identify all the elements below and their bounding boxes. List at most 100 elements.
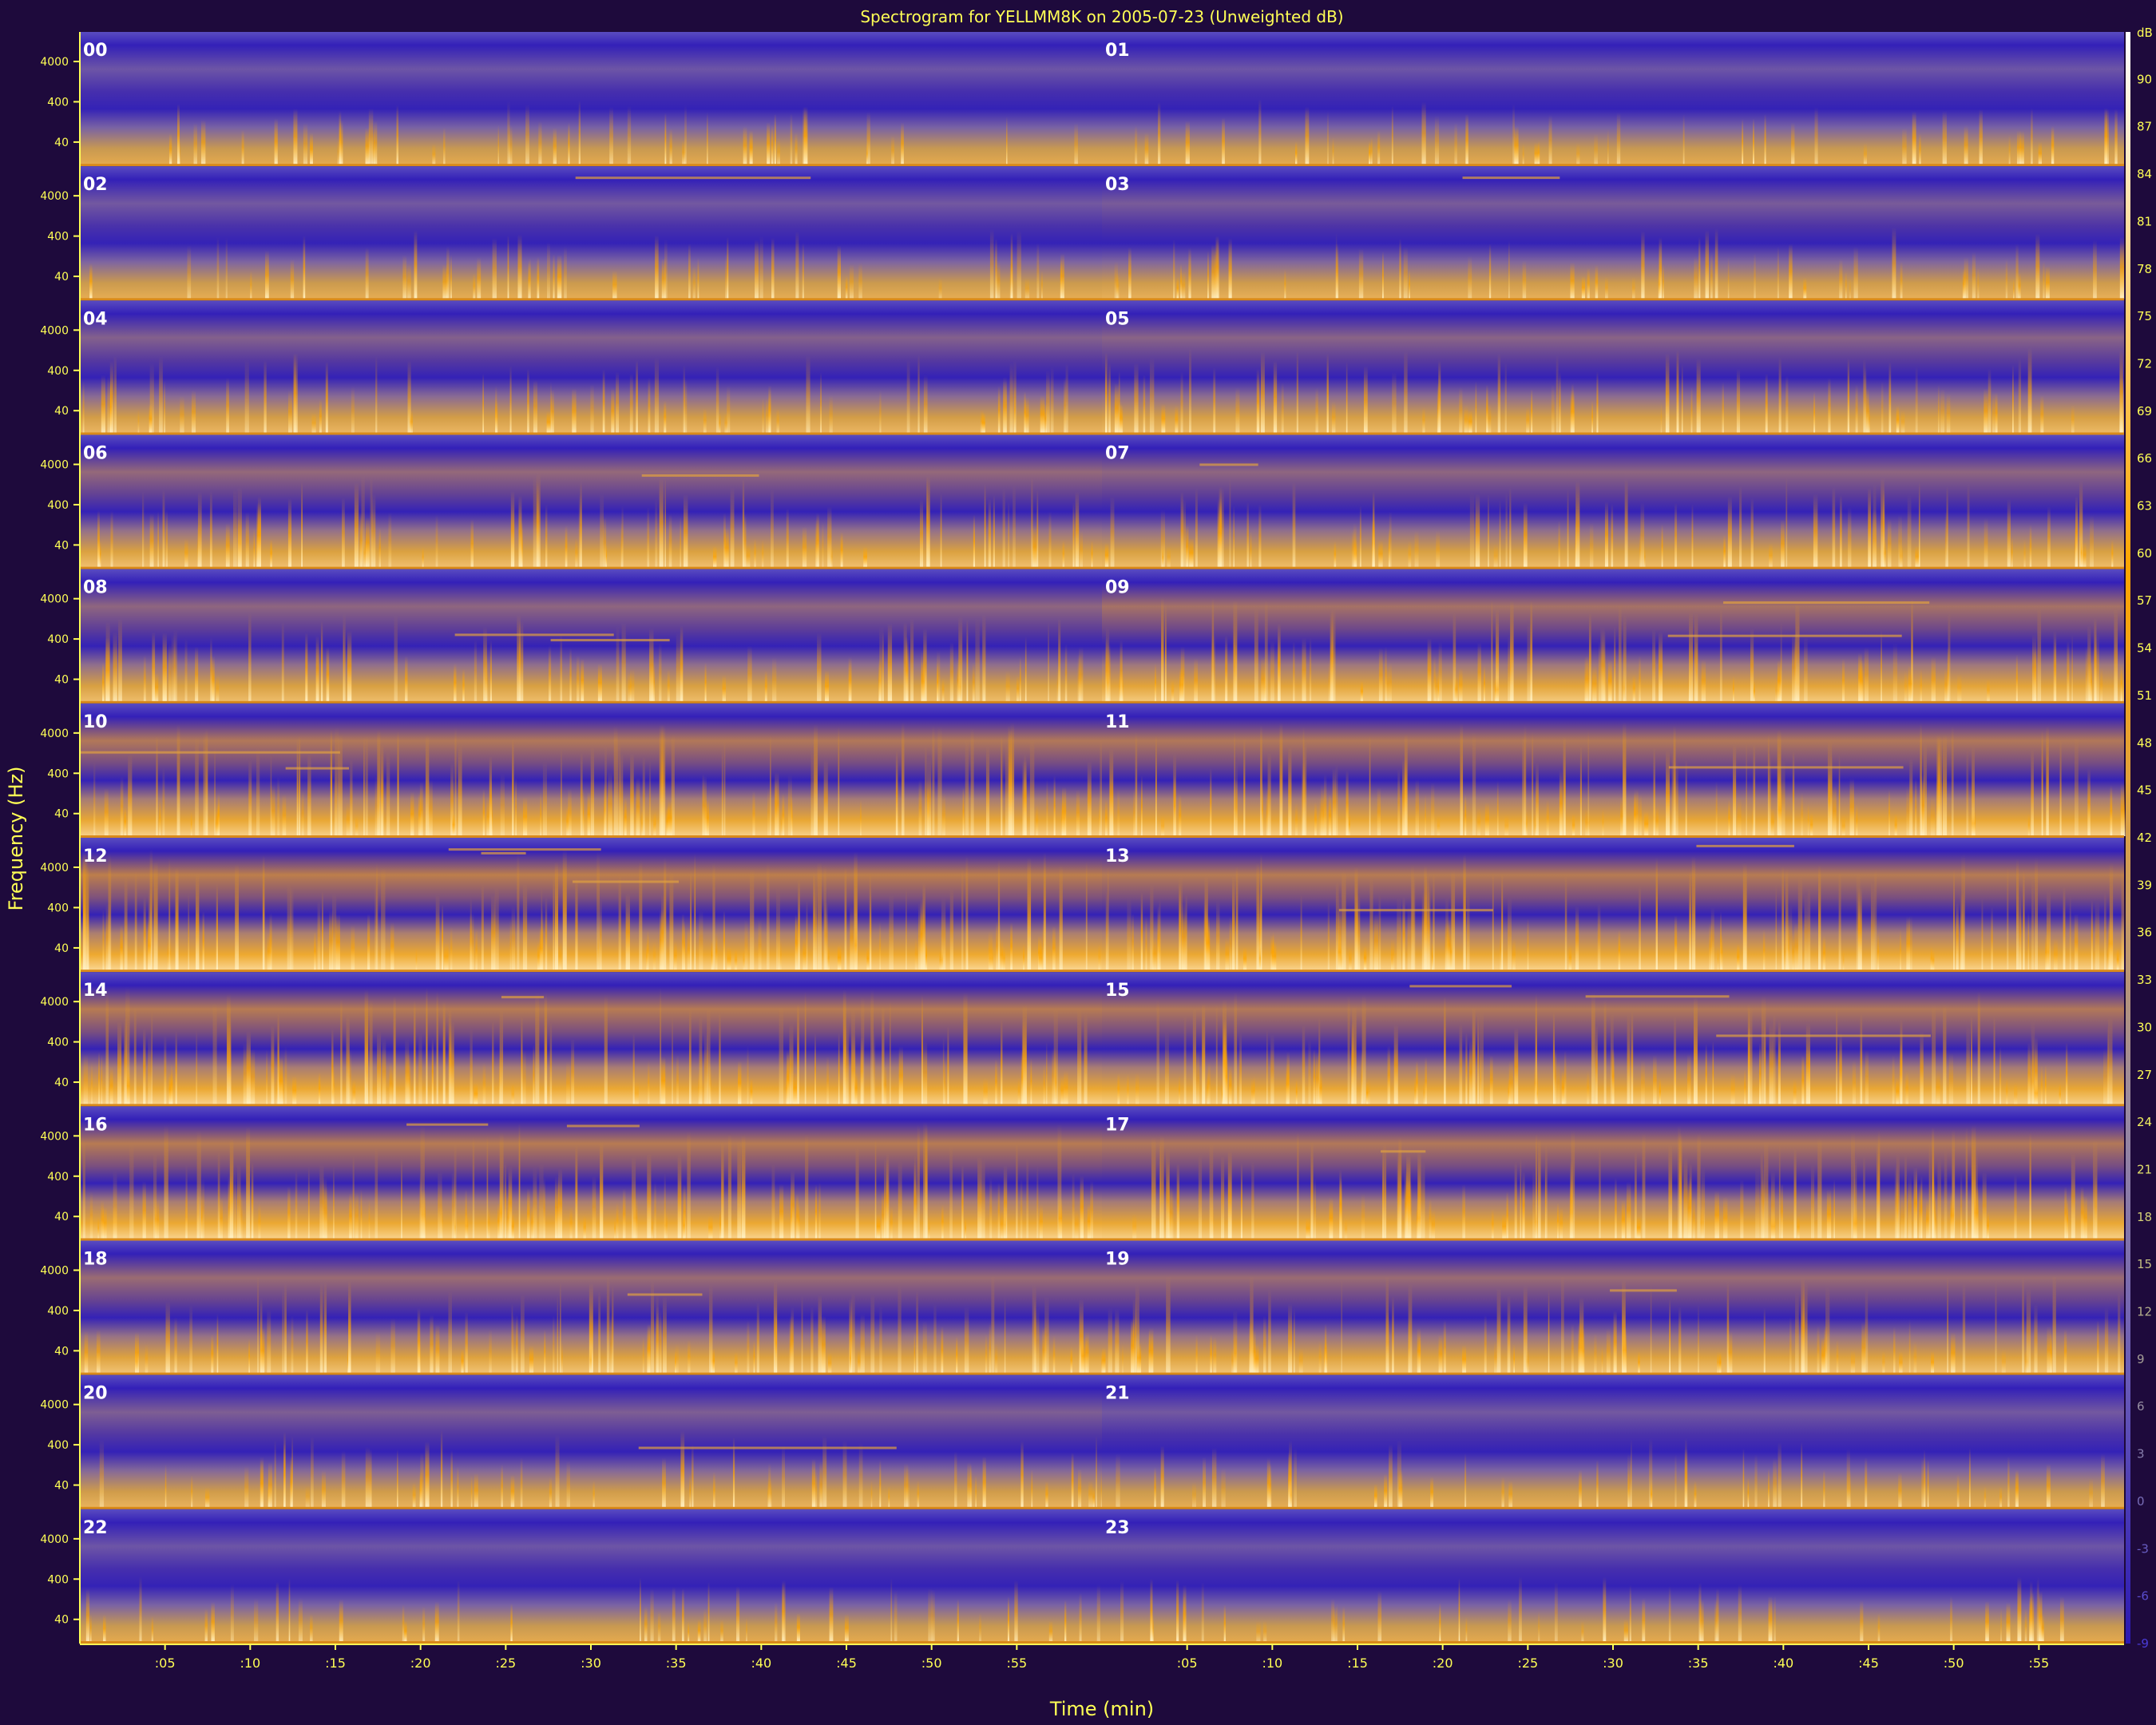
energy-streak	[292, 1076, 297, 1105]
energy-streak	[2120, 664, 2122, 702]
energy-streak	[661, 893, 664, 971]
energy-streak	[648, 1061, 650, 1105]
energy-streak	[1016, 1143, 1018, 1239]
energy-streak	[1900, 261, 1903, 299]
energy-streak	[962, 787, 965, 836]
energy-streak	[350, 759, 353, 836]
energy-streak	[1538, 141, 1540, 165]
panel-background	[1102, 1374, 2124, 1508]
energy-streak	[1409, 270, 1410, 299]
energy-streak	[1822, 935, 1826, 971]
energy-streak	[539, 1163, 544, 1239]
energy-streak	[2023, 539, 2026, 568]
energy-streak	[457, 1466, 459, 1508]
tonal-line	[448, 848, 601, 851]
energy-streak	[2019, 892, 2022, 971]
y-tick-label: 4000	[40, 1533, 69, 1546]
energy-streak	[1690, 387, 1693, 434]
x-tick-label: :50	[921, 1656, 942, 1671]
energy-streak	[688, 1621, 690, 1642]
energy-streak	[923, 375, 928, 434]
colorbar-tick-label: 33	[2137, 973, 2152, 987]
energy-streak	[333, 1167, 335, 1239]
energy-streak	[2024, 1349, 2029, 1374]
energy-streak	[1183, 498, 1186, 568]
energy-streak	[525, 105, 529, 165]
energy-streak	[1526, 1348, 1530, 1374]
energy-streak	[648, 760, 652, 836]
energy-streak	[1931, 1350, 1935, 1374]
energy-streak	[1881, 381, 1884, 434]
energy-streak	[680, 516, 681, 568]
energy-streak	[1753, 118, 1754, 165]
energy-streak	[1206, 915, 1210, 971]
energy-streak	[1710, 252, 1713, 299]
energy-streak	[390, 1318, 395, 1374]
energy-streak	[825, 670, 829, 702]
energy-streak	[368, 1199, 371, 1239]
energy-streak	[1908, 916, 1912, 971]
energy-streak	[406, 263, 411, 299]
energy-streak	[938, 277, 942, 299]
energy-streak	[1352, 1005, 1357, 1105]
energy-streak	[849, 1298, 853, 1374]
energy-streak	[923, 628, 927, 702]
energy-streak	[200, 119, 206, 165]
energy-streak	[1803, 277, 1807, 299]
energy-streak	[1468, 410, 1472, 434]
energy-streak	[830, 545, 833, 568]
energy-streak	[1579, 1469, 1582, 1508]
energy-streak	[156, 735, 158, 836]
energy-streak	[2027, 1042, 2031, 1105]
energy-streak	[1966, 750, 1969, 836]
energy-streak	[1477, 1013, 1480, 1105]
panel-label: 04	[83, 309, 108, 329]
energy-streak	[1010, 722, 1015, 836]
energy-streak	[170, 1063, 173, 1105]
energy-streak	[1570, 391, 1575, 434]
energy-streak	[2071, 635, 2073, 702]
energy-streak	[1838, 754, 1841, 836]
energy-streak	[697, 257, 700, 299]
energy-streak	[995, 238, 997, 299]
energy-streak	[941, 793, 945, 836]
energy-streak	[711, 940, 714, 971]
energy-streak	[489, 1329, 492, 1374]
energy-streak	[178, 138, 180, 165]
energy-streak	[1266, 1029, 1268, 1105]
energy-streak	[1321, 783, 1325, 836]
energy-streak	[660, 987, 662, 1105]
energy-streak	[1868, 487, 1871, 568]
energy-streak	[805, 1133, 809, 1239]
colorbar-tick-label: 36	[2137, 926, 2152, 940]
energy-streak	[451, 1171, 455, 1239]
energy-streak	[1833, 1179, 1835, 1239]
energy-streak	[914, 1331, 916, 1374]
energy-streak	[1132, 1214, 1137, 1239]
energy-streak	[349, 1193, 352, 1239]
energy-streak	[2064, 1186, 2067, 1239]
energy-streak	[1480, 1053, 1482, 1105]
energy-streak	[1263, 1620, 1267, 1642]
energy-streak	[958, 617, 963, 702]
energy-streak	[1995, 1281, 1997, 1374]
y-tick-label: 40	[54, 808, 69, 821]
energy-streak	[1971, 1124, 1976, 1239]
panel-background	[1102, 300, 2124, 434]
energy-streak	[1932, 1127, 1935, 1239]
energy-streak	[491, 894, 496, 971]
energy-streak	[1277, 623, 1281, 702]
energy-streak	[120, 776, 124, 836]
energy-streak	[241, 129, 244, 165]
energy-streak	[1838, 871, 1841, 971]
energy-streak	[1231, 1347, 1235, 1374]
energy-streak	[1496, 609, 1500, 702]
energy-streak	[2100, 667, 2103, 702]
energy-streak	[1977, 990, 1980, 1105]
energy-streak	[972, 662, 975, 702]
energy-streak	[508, 1166, 513, 1239]
energy-streak	[1607, 129, 1609, 165]
energy-streak	[1807, 803, 1809, 836]
chart-title: Spectrogram for YELLMM8K on 2005-07-23 (…	[860, 7, 1343, 26]
energy-streak	[1923, 743, 1927, 836]
